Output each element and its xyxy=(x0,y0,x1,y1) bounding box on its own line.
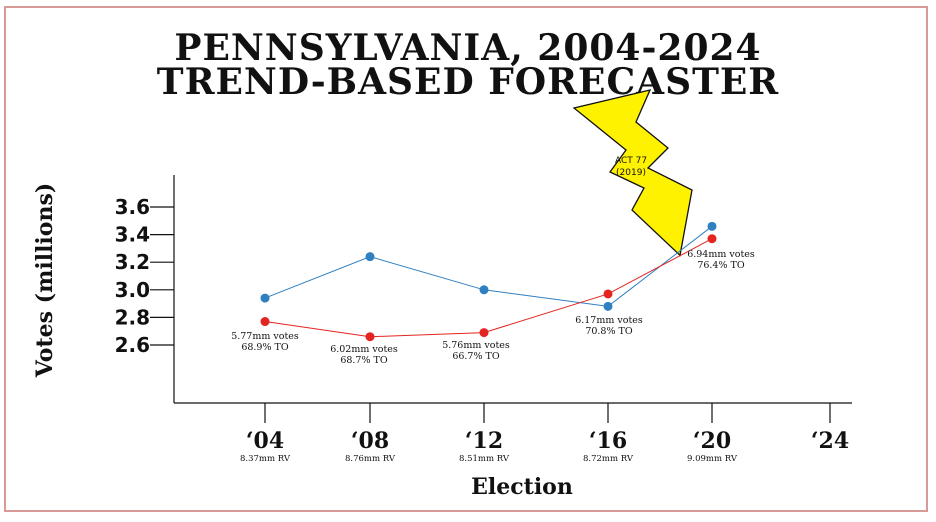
x-tick-label: ‘24 xyxy=(811,428,849,454)
chart-axes xyxy=(150,175,852,423)
registered-voters-label: 8.76mm RV xyxy=(345,454,396,464)
x-axis-label: Election xyxy=(471,474,573,500)
y-tick-label: 3.0 xyxy=(115,278,150,302)
annotation-turnout: 68.7% TO xyxy=(340,355,388,366)
data-point-series-1 xyxy=(365,252,375,262)
registered-voters-label: 8.37mm RV xyxy=(240,454,291,464)
annotation-votes: 6.17mm votes xyxy=(575,315,643,326)
registered-voters-label: 9.09mm RV xyxy=(687,454,738,464)
x-tick-label: ‘04 xyxy=(246,428,284,454)
y-tick-label: 3.2 xyxy=(115,250,150,274)
data-point-series-1 xyxy=(603,301,613,311)
lightning-bolt-shape xyxy=(572,89,693,257)
series-line-2 xyxy=(264,238,713,338)
data-point-series-2 xyxy=(365,332,375,342)
callout-text-line-2: (2019) xyxy=(616,168,646,178)
chart-title-line-2: TREND-BASED FORECASTER xyxy=(156,61,780,103)
annotation-votes: 6.94mm votes xyxy=(687,249,755,260)
series-lines xyxy=(264,225,713,338)
annotation-votes: 5.76mm votes xyxy=(442,340,510,351)
registered-voters-label: 8.51mm RV xyxy=(459,454,510,464)
x-tick-label: ‘20 xyxy=(693,428,731,454)
series-points xyxy=(260,221,717,342)
annotation-turnout: 76.4% TO xyxy=(697,260,745,271)
annotation-votes: 6.02mm votes xyxy=(330,344,398,355)
x-tick-label: ‘16 xyxy=(589,428,627,454)
annotation-turnout: 68.9% TO xyxy=(241,342,289,353)
y-axis-label: Votes (millions) xyxy=(32,183,58,379)
y-tick-labels: 2.6 2.8 3.0 3.2 3.4 3.6 xyxy=(115,195,150,357)
x-tick-label: ‘12 xyxy=(465,428,503,454)
registered-voters-label: 8.72mm RV xyxy=(583,454,634,464)
annotation-turnout: 70.8% TO xyxy=(585,326,633,337)
x-tick-label: ‘08 xyxy=(351,428,389,454)
series-line-1 xyxy=(264,225,713,307)
data-point-series-2 xyxy=(479,328,489,338)
chart-title-line-1: PENNSYLVANIA, 2004-2024 xyxy=(174,27,762,69)
callout-text-line-1: ACT 77 xyxy=(615,156,647,166)
annotation-turnout: 66.7% TO xyxy=(452,351,500,362)
data-point-series-2 xyxy=(260,317,270,327)
data-point-series-2 xyxy=(707,234,717,244)
y-tick-label: 3.4 xyxy=(115,223,150,247)
y-tick-label: 2.6 xyxy=(115,333,150,357)
act77-callout: ACT 77 (2019) xyxy=(572,89,693,257)
y-tick-label: 3.6 xyxy=(115,195,150,219)
data-point-series-1 xyxy=(707,221,717,231)
y-tick-label: 2.8 xyxy=(115,305,150,329)
annotation-votes: 5.77mm votes xyxy=(231,331,299,342)
data-point-series-1 xyxy=(479,285,489,295)
chart-frame xyxy=(4,6,928,512)
data-point-series-1 xyxy=(260,293,270,303)
x-tick-labels: ‘048.37mm RV ‘088.76mm RV ‘128.51mm RV ‘168… xyxy=(240,428,849,464)
data-point-series-2 xyxy=(603,289,613,299)
